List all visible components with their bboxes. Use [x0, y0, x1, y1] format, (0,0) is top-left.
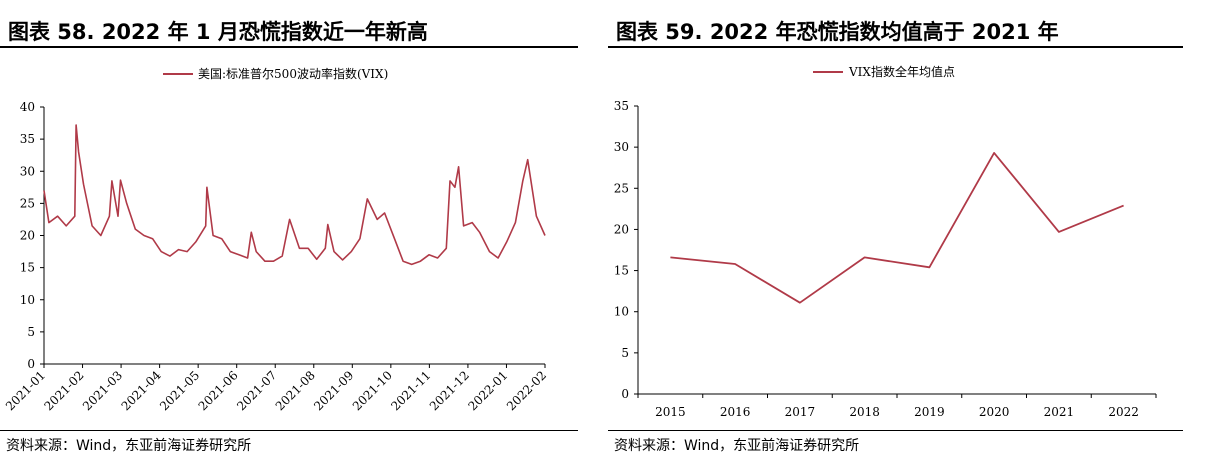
y-tick-label: 10: [20, 293, 35, 307]
x-tick-label: 2018: [849, 405, 880, 419]
x-tick-label: 2021-08: [273, 368, 318, 413]
vix-annual-mean-line-chart: VIX指数全年均值点 0 5 10 15 20 25 30 35 2015 2016 2017 2018…: [614, 64, 1157, 419]
y-tick-label: 30: [614, 140, 629, 154]
y-tick-label: 10: [614, 305, 629, 319]
x-tick-label: 2022-01: [465, 368, 510, 413]
x-tick-label: 2022-02: [504, 368, 549, 413]
right-figure-source: 资料来源：Wind，东亚前海证券研究所: [614, 438, 860, 454]
legend-label: 美国:标准普尔500波动率指数(VIX): [198, 66, 388, 81]
x-tick-label: 2021-12: [427, 368, 472, 413]
x-tick-label: 2021: [1044, 405, 1075, 419]
x-tick-label: 2022: [1108, 405, 1139, 419]
left-figure-title: 图表 58. 2022 年 1 月恐慌指数近一年新高: [8, 20, 428, 44]
x-tick-label: 2016: [720, 405, 751, 419]
y-tick-label: 25: [614, 181, 629, 195]
y-tick-label: 15: [614, 264, 629, 278]
y-tick-label: 5: [27, 325, 35, 339]
annual-mean-series-line: [670, 151, 1124, 304]
x-tick-label: 2017: [785, 405, 816, 419]
y-tick-label: 15: [20, 261, 35, 275]
y-tick-label: 0: [621, 387, 629, 401]
y-tick-label: 20: [614, 222, 629, 236]
left-figure-source: 资料来源：Wind，东亚前海证券研究所: [6, 438, 252, 454]
x-tick-label: 2015: [655, 405, 686, 419]
y-tick-label: 20: [20, 229, 35, 243]
y-tick-label: 30: [20, 164, 35, 178]
left-title-rule: [0, 46, 578, 48]
y-tick-label: 35: [20, 132, 35, 146]
y-tick-label: 5: [621, 346, 629, 360]
right-figure: 图表 59. 2022 年恐慌指数均值高于 2021 年 VIX指数全年均值点 0…: [608, 0, 1223, 460]
x-tick-label: 2021-05: [157, 368, 202, 413]
right-figure-title: 图表 59. 2022 年恐慌指数均值高于 2021 年: [616, 20, 1059, 44]
x-tick-label: 2021-11: [388, 368, 433, 413]
legend-label: VIX指数全年均值点: [848, 64, 955, 79]
y-tick-label: 40: [20, 100, 35, 114]
y-tick-label: 0: [27, 357, 35, 371]
right-title-rule: [608, 46, 1183, 48]
left-source-rule: [0, 430, 578, 431]
vix-daily-line-chart: 美国:标准普尔500波动率指数(VIX) 0 5 10 15 20 25 30 35 40 2021…: [3, 66, 549, 413]
y-tick-label: 35: [614, 99, 629, 113]
left-figure: 图表 58. 2022 年 1 月恐慌指数近一年新高 美国:标准普尔500波动率…: [0, 0, 580, 460]
x-tick-label: 2021-01: [3, 368, 48, 413]
x-tick-label: 2021-10: [350, 368, 395, 413]
x-tick-label: 2021-09: [311, 368, 356, 413]
x-tick-label: 2021-04: [119, 368, 164, 413]
vix-series-line: [43, 124, 546, 266]
x-tick-label: 2019: [914, 405, 945, 419]
x-tick-label: 2021-06: [196, 368, 241, 413]
x-tick-label: 2020: [979, 405, 1010, 419]
x-tick-label: 2021-02: [41, 368, 86, 413]
x-tick-label: 2021-07: [234, 368, 279, 413]
right-source-rule: [608, 430, 1183, 431]
y-tick-label: 25: [20, 196, 35, 210]
x-tick-label: 2021-03: [80, 368, 125, 413]
